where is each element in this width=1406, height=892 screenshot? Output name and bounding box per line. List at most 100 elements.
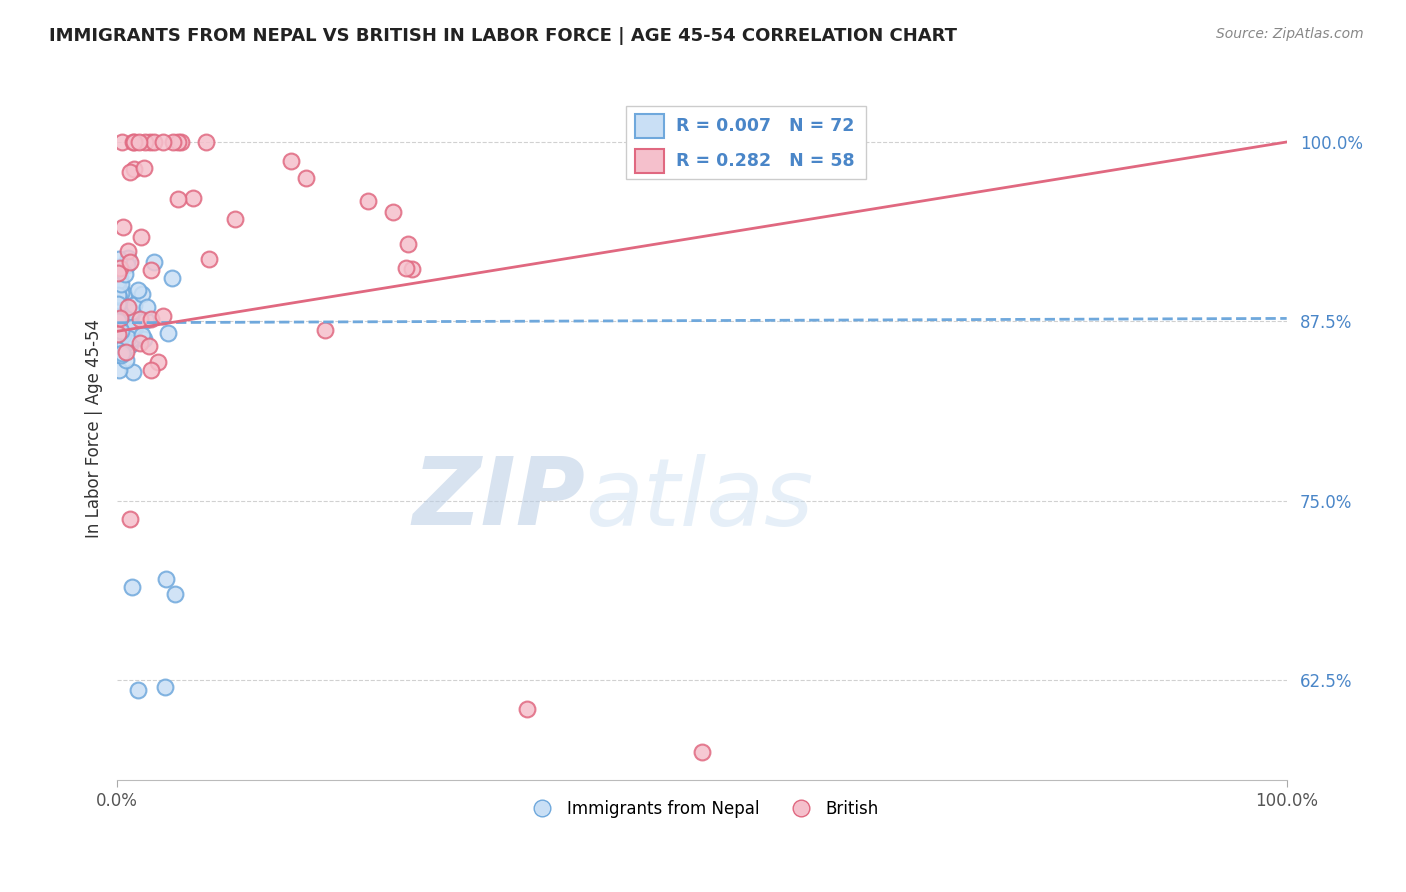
Point [224, 212, 246, 227]
Point [314, 323, 336, 337]
Point [110, 348, 132, 362]
Point [128, 311, 150, 326]
Point [156, 326, 179, 340]
Point [115, 258, 138, 272]
Point [129, 230, 152, 244]
Point [128, 135, 150, 149]
Point [107, 314, 129, 328]
FancyBboxPatch shape [636, 149, 664, 173]
Point [138, 339, 160, 353]
Point [107, 312, 129, 326]
Point [108, 326, 131, 341]
Point [118, 511, 141, 525]
Point [120, 165, 142, 179]
FancyBboxPatch shape [636, 114, 664, 138]
Point [170, 135, 193, 149]
Point [198, 252, 221, 267]
Point [110, 310, 132, 324]
Point [381, 205, 404, 219]
Point [107, 266, 129, 280]
Point [111, 135, 134, 149]
Point [128, 335, 150, 350]
Text: Source: ZipAtlas.com: Source: ZipAtlas.com [1216, 27, 1364, 41]
Point [152, 135, 174, 149]
Point [181, 191, 204, 205]
Point [357, 194, 380, 208]
Point [110, 286, 132, 301]
Text: R = 0.007   N = 72: R = 0.007 N = 72 [676, 117, 853, 136]
Point [120, 305, 142, 319]
Point [107, 288, 129, 302]
Point [111, 321, 134, 335]
Point [107, 297, 129, 311]
Point [121, 580, 143, 594]
Point [108, 337, 131, 351]
Point [117, 330, 139, 344]
Point [117, 252, 139, 266]
Point [110, 324, 132, 338]
Point [117, 300, 139, 314]
Point [110, 346, 132, 360]
Point [120, 338, 142, 352]
Point [112, 287, 135, 301]
Point [110, 284, 132, 298]
Point [153, 680, 176, 694]
Point [107, 297, 129, 311]
Point [295, 171, 318, 186]
Point [108, 311, 131, 326]
Point [111, 219, 134, 234]
Point [107, 288, 129, 302]
Point [396, 236, 419, 251]
Point [690, 745, 713, 759]
Point [141, 363, 163, 377]
Point [143, 135, 166, 149]
Point [107, 333, 129, 347]
Point [108, 270, 131, 285]
Point [139, 135, 162, 149]
Point [112, 319, 135, 334]
Point [107, 313, 129, 327]
Point [515, 701, 537, 715]
Point [195, 135, 218, 149]
Point [110, 300, 132, 314]
Point [132, 161, 155, 175]
Point [107, 318, 129, 333]
Point [132, 333, 155, 347]
Point [107, 284, 129, 298]
Point [131, 328, 153, 343]
Point [110, 295, 132, 310]
Point [160, 271, 183, 285]
Point [107, 289, 129, 303]
Point [394, 261, 416, 276]
Point [139, 262, 162, 277]
Point [108, 309, 131, 323]
Point [107, 313, 129, 327]
Point [124, 135, 146, 149]
Point [139, 311, 162, 326]
Point [110, 326, 132, 340]
Point [167, 135, 190, 149]
Point [122, 365, 145, 379]
Point [107, 278, 129, 293]
Point [155, 573, 177, 587]
Y-axis label: In Labor Force | Age 45-54: In Labor Force | Age 45-54 [86, 319, 103, 539]
Point [108, 320, 131, 334]
Point [122, 298, 145, 312]
Point [118, 255, 141, 269]
Point [122, 320, 145, 334]
FancyBboxPatch shape [626, 105, 866, 179]
Point [280, 154, 302, 169]
Point [152, 309, 174, 323]
Point [108, 303, 131, 318]
Point [108, 260, 131, 274]
Point [107, 274, 129, 288]
Point [122, 318, 145, 332]
Point [115, 345, 138, 359]
Point [131, 287, 153, 301]
Point [107, 326, 129, 341]
Point [143, 255, 166, 269]
Point [120, 332, 142, 346]
Point [127, 283, 149, 297]
Text: ZIP: ZIP [412, 453, 585, 545]
Point [111, 325, 134, 339]
